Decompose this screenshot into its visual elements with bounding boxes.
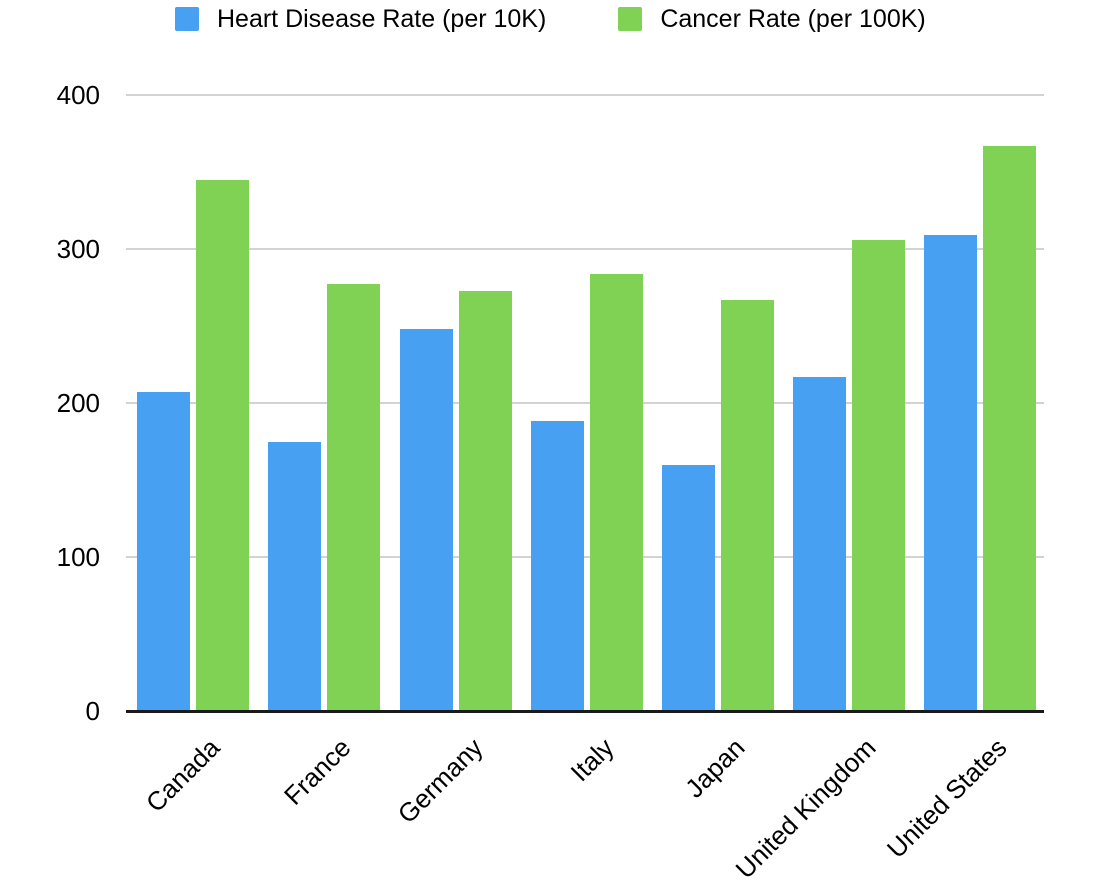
x-axis-label-italy: Italy — [564, 732, 620, 788]
bar-cancer-rate-germany — [459, 291, 512, 711]
bar-heart-disease-rate-united-states — [924, 235, 977, 711]
bar-cancer-rate-japan — [721, 300, 774, 711]
bar-cancer-rate-france — [327, 284, 380, 711]
y-axis-tick-label-100: 100 — [56, 542, 100, 572]
bar-heart-disease-rate-germany — [400, 329, 453, 711]
y-axis-tick-label-200: 200 — [56, 388, 100, 418]
x-axis-label-united-kingdom: United Kingdom — [729, 732, 882, 885]
x-axis-label-germany: Germany — [391, 732, 489, 830]
legend-swatch-heart-disease — [175, 7, 199, 31]
bar-heart-disease-rate-italy — [531, 421, 584, 711]
bar-cancer-rate-italy — [590, 274, 643, 711]
legend-label-cancer: Cancer Rate (per 100K) — [660, 5, 926, 33]
y-axis-tick-label-0: 0 — [85, 696, 100, 726]
gridline-100 — [126, 556, 1044, 558]
x-axis-label-japan: Japan — [679, 732, 751, 804]
legend-item-heart-disease: Heart Disease Rate (per 10K) — [175, 5, 546, 33]
bar-heart-disease-rate-france — [268, 442, 321, 712]
x-axis-label-canada: Canada — [139, 732, 226, 818]
legend-swatch-cancer — [618, 7, 643, 31]
x-axis-label-united-states: United States — [880, 732, 1013, 864]
bar-cancer-rate-united-kingdom — [852, 240, 905, 711]
bar-heart-disease-rate-united-kingdom — [793, 377, 846, 711]
bar-cancer-rate-united-states — [983, 146, 1036, 711]
gridline-400 — [126, 94, 1044, 96]
gridline-200 — [126, 402, 1044, 404]
gridline-300 — [126, 248, 1044, 250]
legend-item-cancer: Cancer Rate (per 100K) — [618, 5, 926, 33]
y-axis-tick-label-400: 400 — [56, 80, 100, 110]
y-axis-tick-label-300: 300 — [56, 234, 100, 264]
legend-label-heart-disease: Heart Disease Rate (per 10K) — [217, 5, 547, 33]
bar-heart-disease-rate-canada — [137, 392, 190, 711]
bar-heart-disease-rate-japan — [662, 465, 715, 711]
bar-cancer-rate-canada — [196, 180, 249, 711]
x-axis-line — [126, 710, 1044, 713]
legend: Heart Disease Rate (per 10K) Cancer Rate… — [175, 5, 926, 33]
x-axis-label-france: France — [278, 732, 357, 811]
